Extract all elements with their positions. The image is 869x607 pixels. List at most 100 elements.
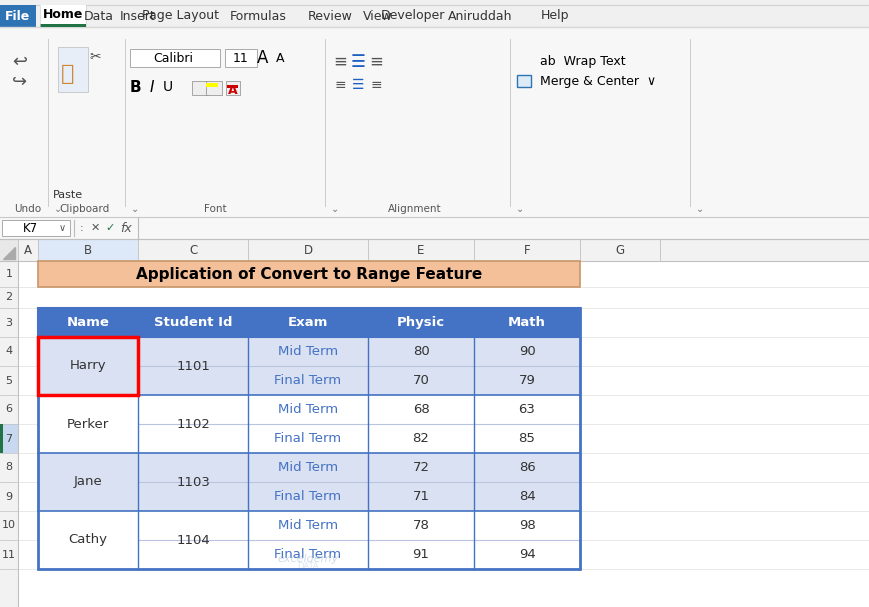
Text: 71: 71	[413, 490, 429, 503]
Bar	[248, 337, 368, 366]
Bar	[40, 24, 86, 27]
Bar	[510, 39, 511, 207]
Text: ≡: ≡	[335, 78, 346, 92]
Bar	[58, 47, 88, 92]
Text: ↪: ↪	[12, 73, 28, 91]
Text: 63: 63	[519, 403, 535, 416]
Text: G: G	[615, 243, 625, 257]
Text: Calibri: Calibri	[153, 52, 193, 64]
Bar	[325, 39, 326, 207]
Text: Final Term: Final Term	[275, 432, 342, 445]
Text: 78: 78	[413, 519, 429, 532]
Bar	[248, 453, 368, 482]
Bar	[0, 540, 18, 569]
Text: ☰: ☰	[352, 78, 364, 92]
Bar	[248, 482, 368, 511]
Text: B: B	[129, 80, 141, 95]
Text: Home: Home	[43, 8, 83, 21]
Bar	[38, 239, 138, 261]
Bar	[368, 511, 474, 540]
Bar	[368, 540, 474, 569]
Bar	[38, 453, 138, 511]
Bar	[130, 49, 220, 67]
Text: 85: 85	[519, 432, 535, 445]
Text: Student Id: Student Id	[154, 316, 232, 329]
Bar	[38, 308, 580, 569]
Text: Final Term: Final Term	[275, 374, 342, 387]
Text: Name: Name	[67, 316, 109, 329]
Bar	[368, 395, 474, 424]
Text: ≡: ≡	[369, 53, 383, 71]
Text: 82: 82	[413, 432, 429, 445]
Bar	[368, 453, 474, 482]
Bar	[0, 261, 869, 607]
Bar	[0, 453, 18, 482]
Text: B: B	[84, 243, 92, 257]
Text: Data: Data	[84, 10, 114, 22]
Text: Harry: Harry	[70, 359, 106, 373]
Bar	[125, 39, 126, 207]
Bar	[0, 261, 18, 287]
Text: 84: 84	[519, 490, 535, 503]
Bar	[474, 239, 580, 261]
Text: Font: Font	[203, 204, 226, 214]
Text: Mid Term: Mid Term	[278, 403, 338, 416]
Text: Insert: Insert	[120, 10, 156, 22]
Bar	[248, 366, 368, 395]
Text: DATA: DATA	[297, 562, 319, 571]
Text: ≡: ≡	[333, 53, 347, 71]
Text: Undo: Undo	[15, 204, 42, 214]
Text: Final Term: Final Term	[275, 490, 342, 503]
Text: 1103: 1103	[176, 475, 210, 489]
Text: 8: 8	[5, 463, 12, 472]
Text: File: File	[5, 10, 30, 22]
Bar	[474, 424, 580, 453]
Bar	[138, 511, 248, 569]
Text: 1102: 1102	[176, 418, 210, 430]
Text: 9: 9	[5, 492, 12, 501]
Bar	[225, 49, 257, 67]
Text: ✓: ✓	[105, 223, 115, 233]
Bar	[248, 395, 368, 424]
Text: 98: 98	[519, 519, 535, 532]
Text: ∨: ∨	[58, 223, 65, 233]
Text: ↩: ↩	[12, 53, 28, 71]
Bar	[40, 5, 86, 27]
Bar	[368, 366, 474, 395]
Bar	[0, 308, 18, 337]
Text: U: U	[163, 80, 173, 94]
Bar	[38, 261, 580, 287]
Bar	[138, 453, 248, 511]
Text: 2: 2	[5, 293, 12, 302]
Bar	[192, 81, 208, 95]
Bar	[0, 261, 18, 607]
Bar	[474, 337, 580, 366]
Text: Jane: Jane	[74, 475, 103, 489]
Text: A: A	[24, 243, 32, 257]
Bar	[0, 395, 18, 424]
Text: Mid Term: Mid Term	[278, 461, 338, 474]
Bar	[38, 261, 580, 287]
Bar	[38, 395, 138, 453]
Text: ⌄: ⌄	[131, 204, 139, 214]
Bar	[248, 540, 368, 569]
Text: 7: 7	[5, 433, 12, 444]
Bar	[474, 395, 580, 424]
Text: 6: 6	[5, 404, 12, 415]
Text: 11: 11	[2, 549, 16, 560]
Bar	[138, 337, 248, 395]
Bar	[580, 239, 660, 261]
Bar	[0, 217, 869, 239]
Bar	[206, 83, 218, 87]
Bar	[0, 27, 869, 217]
Text: Perker: Perker	[67, 418, 109, 430]
Bar	[248, 424, 368, 453]
Text: C: C	[189, 243, 197, 257]
Text: 5: 5	[5, 376, 12, 385]
Text: 4: 4	[5, 347, 12, 356]
Text: 70: 70	[413, 374, 429, 387]
Text: A: A	[275, 52, 284, 64]
Text: ≡: ≡	[370, 78, 381, 92]
Bar	[474, 540, 580, 569]
Text: Help: Help	[541, 10, 569, 22]
